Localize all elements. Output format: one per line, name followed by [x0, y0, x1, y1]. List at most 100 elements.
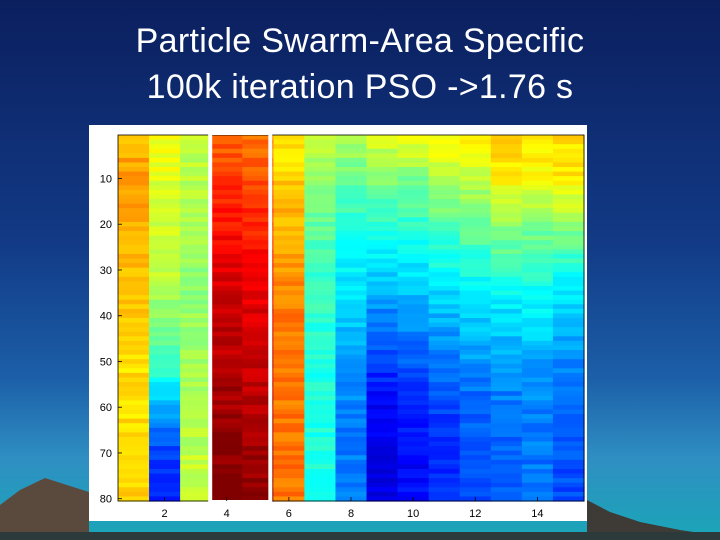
- heatmap-cell: [459, 199, 492, 205]
- heatmap-cell: [521, 354, 554, 360]
- heatmap-cell: [490, 295, 523, 301]
- heatmap-cell: [552, 221, 585, 228]
- heatmap-cell: [366, 473, 399, 479]
- heatmap-cell: [211, 263, 243, 269]
- heatmap-cell: [428, 267, 461, 273]
- heatmap-cell: [428, 135, 461, 141]
- heatmap-cell: [366, 464, 399, 470]
- heatmap-cell: [397, 276, 430, 282]
- heatmap-cell: [521, 377, 554, 383]
- heatmap-cell: [459, 391, 492, 397]
- heatmap-cell: [335, 139, 368, 145]
- heatmap-cell: [118, 171, 150, 177]
- heatmap-cell: [459, 221, 492, 228]
- heatmap-cell: [521, 368, 554, 374]
- heatmap-cell: [118, 436, 150, 443]
- heatmap-cell: [428, 148, 461, 154]
- heatmap-cell: [242, 135, 274, 141]
- heatmap-cell: [273, 322, 305, 328]
- heatmap-cell: [397, 354, 430, 360]
- heatmap-cell: [490, 478, 523, 484]
- heatmap-cell: [490, 203, 523, 209]
- slide-title: Particle Swarm-Area Specific 100k iterat…: [0, 18, 720, 110]
- heatmap-cell: [149, 171, 181, 177]
- heatmap-cell: [118, 432, 150, 438]
- heatmap-cell: [552, 144, 585, 150]
- heatmap-cell: [149, 427, 181, 433]
- heatmap-cell: [335, 482, 368, 488]
- heatmap-cell: [118, 340, 150, 347]
- heatmap-cells: [118, 135, 585, 502]
- heatmap-cell: [490, 377, 523, 383]
- heatmap-cell: [490, 487, 523, 493]
- heatmap-cell: [211, 482, 243, 488]
- heatmap-cell: [304, 162, 337, 168]
- heatmap-cell: [273, 226, 305, 232]
- heatmap-cell: [242, 446, 274, 452]
- heatmap-cell: [118, 404, 150, 411]
- heatmap-cell: [397, 208, 430, 214]
- heatmap-cell: [521, 478, 554, 484]
- heatmap-cell: [180, 318, 212, 324]
- heatmap-cell: [149, 478, 181, 484]
- heatmap-cell: [521, 171, 554, 177]
- heatmap-cell: [552, 331, 585, 337]
- heatmap-cell: [366, 482, 399, 488]
- heatmap-cell: [273, 478, 305, 484]
- heatmap-cell: [180, 176, 212, 182]
- heatmap-cell: [211, 436, 243, 443]
- heatmap-cell: [242, 496, 274, 502]
- heatmap-cell: [335, 267, 368, 273]
- heatmap-cell: [118, 212, 150, 218]
- heatmap-cell: [490, 363, 523, 369]
- heatmap-cell: [490, 382, 523, 388]
- heatmap-cell: [397, 185, 430, 191]
- heatmap-cell: [335, 478, 368, 484]
- heatmap-cell: [521, 455, 554, 461]
- heatmap-cell: [118, 400, 150, 406]
- heatmap-cell: [552, 423, 585, 429]
- heatmap-cell: [490, 455, 523, 461]
- heatmap-cell: [118, 185, 150, 191]
- heatmap-cell: [211, 404, 243, 411]
- heatmap-cell: [118, 464, 150, 470]
- heatmap-cell: [428, 436, 461, 443]
- heatmap-cell: [490, 258, 523, 264]
- heatmap-cell: [118, 354, 150, 360]
- heatmap-cell: [521, 226, 554, 232]
- heatmap-cell: [335, 185, 368, 191]
- heatmap-cell: [552, 139, 585, 145]
- heatmap-cell: [242, 409, 274, 415]
- heatmap-cell: [180, 139, 212, 145]
- heatmap-cell: [335, 263, 368, 269]
- heatmap-cell: [180, 468, 212, 475]
- heatmap-cell: [335, 299, 368, 305]
- heatmap-cell: [366, 372, 399, 379]
- heatmap-cell: [521, 249, 554, 255]
- heatmap-cell: [180, 167, 212, 173]
- heatmap-cell: [521, 340, 554, 347]
- heatmap-cell: [242, 459, 274, 465]
- heatmap-cell: [149, 482, 181, 488]
- heatmap-cell: [211, 185, 243, 191]
- heatmap-cell: [118, 304, 150, 310]
- heatmap-cell: [273, 267, 305, 273]
- heatmap-cell: [428, 464, 461, 470]
- heatmap-cell: [211, 295, 243, 301]
- heatmap-cell: [552, 473, 585, 479]
- heatmap-cell: [304, 354, 337, 360]
- heatmap-cell: [366, 176, 399, 182]
- heatmap-cell: [366, 331, 399, 337]
- heatmap-cell: [490, 199, 523, 205]
- heatmap-cell: [242, 340, 274, 347]
- x-tick-label: 12: [469, 508, 481, 520]
- heatmap-cell: [304, 308, 337, 315]
- heatmap-cell: [490, 171, 523, 177]
- heatmap-cell: [211, 318, 243, 324]
- heatmap-cell: [118, 414, 150, 420]
- heatmap-cell: [366, 253, 399, 260]
- heatmap-cell: [211, 372, 243, 379]
- heatmap-cell: [428, 185, 461, 191]
- heatmap-cell: [428, 372, 461, 379]
- heatmap-cell: [521, 240, 554, 246]
